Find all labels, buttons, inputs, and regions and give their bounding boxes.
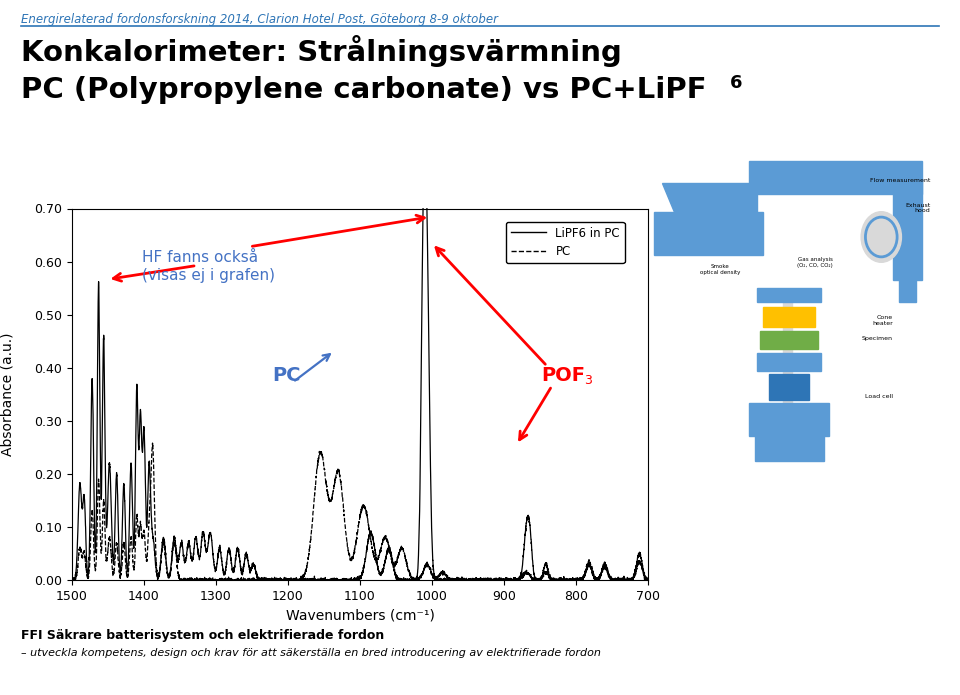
Circle shape (861, 212, 901, 262)
Text: Smoke
optical density: Smoke optical density (700, 264, 740, 275)
PC (212, 575, 224, 584)
Line: PC: PC (72, 443, 648, 580)
Text: 6: 6 (730, 74, 742, 92)
Bar (769, 375, 809, 400)
PC (268, 575, 279, 584)
Bar (763, 307, 815, 327)
Bar (783, 291, 792, 454)
Bar (749, 403, 829, 436)
PC (66, 576, 78, 584)
LiPF6 in PC (268, 575, 279, 583)
LiPF6 in PC (640, 576, 652, 584)
PC (147, 439, 158, 448)
Text: Specimen: Specimen (862, 336, 893, 341)
Text: – utveckla kompetens, design och krav för att säkerställa en bred introducering : – utveckla kompetens, design och krav fö… (21, 648, 601, 657)
Text: HF fanns också
(visas ej i grafen): HF fanns också (visas ej i grafen) (142, 250, 276, 283)
Text: Exhaust
hood: Exhaust hood (905, 203, 930, 213)
Bar (757, 288, 821, 302)
Text: Flow measurement: Flow measurement (870, 179, 930, 183)
LiPF6 in PC (538, 566, 549, 574)
LiPF6 in PC (419, 135, 430, 143)
PC (538, 571, 549, 580)
LiPF6 in PC (212, 554, 224, 562)
Bar (757, 352, 821, 370)
Polygon shape (662, 183, 757, 219)
Y-axis label: Absorbance (a.u.): Absorbance (a.u.) (0, 333, 14, 456)
LiPF6 in PC (168, 532, 180, 540)
Bar (755, 436, 824, 461)
Bar (899, 273, 916, 302)
Text: FFI Säkrare batterisystem och elektrifierade fordon: FFI Säkrare batterisystem och elektrifie… (21, 629, 384, 642)
Text: PC: PC (272, 366, 300, 385)
X-axis label: Wavenumbers (cm⁻¹): Wavenumbers (cm⁻¹) (285, 609, 435, 623)
Bar (749, 161, 922, 194)
Text: Konkalorimeter: Strålningsvärmning: Konkalorimeter: Strålningsvärmning (21, 35, 622, 67)
PC (297, 572, 308, 580)
Bar (654, 212, 763, 255)
PC (422, 560, 434, 569)
PC (642, 576, 654, 584)
Text: PC (Polypropylene carbonate) vs PC+LiPF: PC (Polypropylene carbonate) vs PC+LiPF (21, 76, 707, 104)
LiPF6 in PC (422, 258, 434, 266)
Line: LiPF6 in PC: LiPF6 in PC (72, 139, 648, 580)
LiPF6 in PC (297, 576, 308, 584)
Text: 3: 3 (584, 374, 591, 386)
LiPF6 in PC (66, 576, 78, 584)
Text: Energirelaterad fordonsforskning 2014, Clarion Hotel Post, Göteborg 8-9 oktober: Energirelaterad fordonsforskning 2014, C… (21, 13, 498, 26)
Bar (760, 331, 818, 349)
LiPF6 in PC (642, 575, 654, 584)
Text: POF: POF (541, 366, 586, 385)
Legend: LiPF6 in PC, PC: LiPF6 in PC, PC (506, 222, 625, 263)
PC (169, 541, 180, 549)
Text: Load cell: Load cell (865, 393, 893, 398)
Text: Cone
heater: Cone heater (872, 315, 893, 325)
Bar (893, 179, 922, 280)
Text: Gas analysis
(O₂, CO, CO₂): Gas analysis (O₂, CO, CO₂) (797, 257, 833, 268)
